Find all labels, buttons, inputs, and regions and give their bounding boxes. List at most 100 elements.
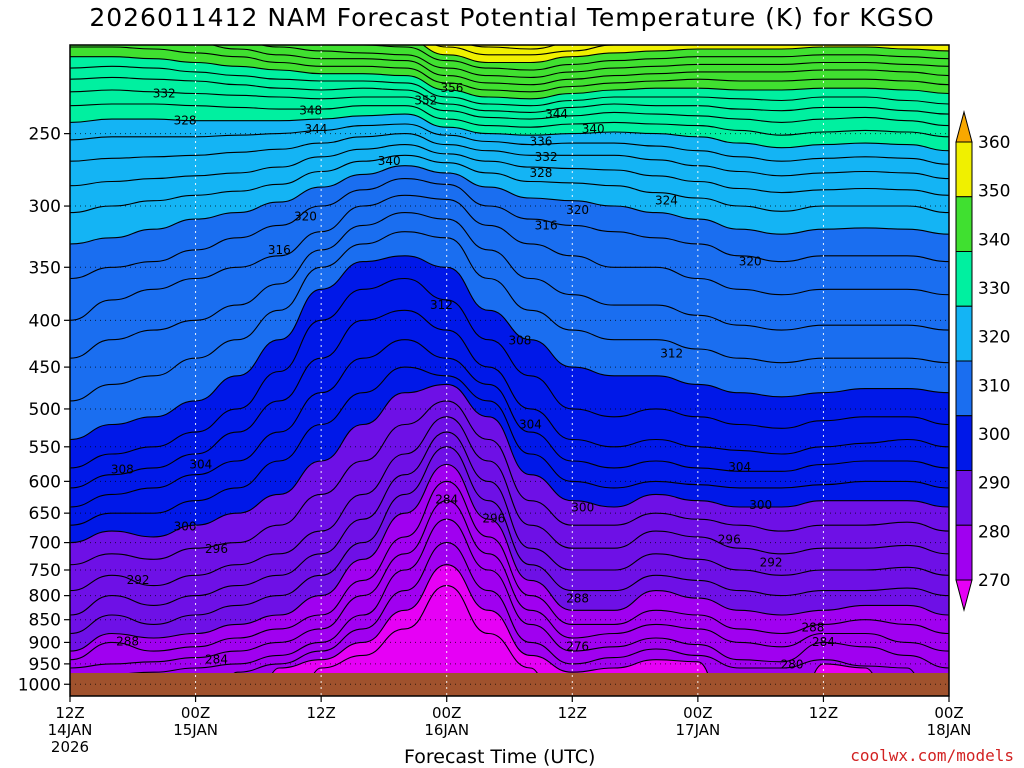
isentrope-306 [70, 309, 949, 489]
isentrope-338 [70, 65, 949, 107]
fill-theta-356 [70, 0, 949, 41]
isentrope-300 [70, 383, 949, 544]
isentrope-308 [70, 277, 949, 469]
x-tick-label-0-2: 2026 [51, 738, 89, 756]
isentrope-278 [305, 585, 546, 696]
isentrope-348 [347, 45, 949, 71]
contour-label-23: 304 [189, 457, 212, 471]
contour-label-14: 320 [566, 203, 589, 217]
contour-label-31: 276 [566, 639, 589, 653]
isentrope-310 [70, 255, 949, 441]
colorbar-label-340: 340 [978, 230, 1010, 250]
colorbar-label-300: 300 [978, 425, 1010, 445]
x-tick-label-84-1: 18JAN [927, 721, 972, 739]
colorbar-label-310: 310 [978, 376, 1010, 396]
y-tick-label-450: 450 [29, 358, 61, 378]
isentrope-320 [70, 165, 949, 245]
y-tick-label-1000: 1000 [18, 675, 61, 695]
contour-label-18: 312 [430, 298, 453, 312]
contour-label-27: 284 [435, 492, 458, 506]
y-tick-label-950: 950 [29, 655, 61, 675]
isentrope-354 [469, 45, 558, 50]
colorbar-band-8 [955, 141, 973, 198]
contour-label-7: 352 [414, 94, 437, 108]
isentrope-346 [259, 45, 949, 78]
theta-fill-layer [70, 0, 949, 696]
fill-theta-352 [435, 45, 615, 55]
y-tick-label-650: 650 [29, 504, 61, 524]
colorbar-label-290: 290 [978, 474, 1010, 494]
contour-label-38: 280 [781, 658, 804, 672]
isentrope-324 [70, 144, 949, 196]
x-tick-label-0-0: 12Z [55, 704, 84, 722]
isentrope-318 [70, 178, 949, 280]
isentrope-298 [70, 400, 949, 566]
contour-label-28: 296 [482, 512, 505, 526]
contour-label-17: 320 [739, 255, 762, 269]
colorbar-band-1 [955, 524, 973, 581]
isentrope-342 [70, 46, 949, 93]
colorbar: 270 280 290 300 310 320 330 340 350 360 [955, 110, 1010, 612]
isentrope-288 [70, 480, 949, 661]
y-tick-label-850: 850 [29, 611, 61, 631]
y-tick-label-750: 750 [29, 561, 61, 581]
isentrope-332 [70, 103, 949, 138]
colorbar-label-360: 360 [978, 133, 1010, 153]
contour-label-35: 292 [760, 556, 783, 570]
contour-label-8: 356 [440, 81, 463, 95]
contour-label-1: 328 [174, 114, 197, 128]
contour-label-37: 284 [812, 635, 835, 649]
contour-label-34: 296 [718, 533, 741, 547]
fill-theta-354 [471, 45, 556, 49]
x-tick-label-72-0: 12Z [809, 704, 838, 722]
isentrope-292 [70, 446, 949, 635]
x-tick-label-60-1: 17JAN [675, 721, 720, 739]
x-tick-label-60-0: 00Z [683, 704, 712, 722]
isentrope-322 [70, 154, 949, 214]
isentrope-326 [70, 133, 949, 180]
contour-label-29: 300 [571, 501, 594, 515]
contour-label-9: 344 [545, 107, 568, 121]
isentrope-336 [70, 76, 949, 115]
ground-surface [70, 673, 949, 696]
colorbar-band-3 [955, 415, 973, 471]
colorbar-extend-bottom [955, 579, 973, 612]
grid-layer [70, 45, 949, 696]
isentrope-286 [70, 500, 949, 669]
contour-label-3: 316 [268, 243, 291, 257]
contour-label-26: 292 [127, 573, 150, 587]
contour-label-40: 284 [205, 653, 228, 667]
x-tick-label-12-1: 15JAN [173, 721, 218, 739]
contour-label-4: 348 [299, 104, 322, 118]
isentrope-356 [70, 0, 949, 41]
isentrope-316 [70, 194, 949, 321]
colorbar-band-4 [955, 360, 973, 417]
contour-label-5: 344 [304, 122, 327, 136]
y-tick-label-400: 400 [29, 311, 61, 331]
contour-label-21: 304 [519, 418, 542, 432]
colorbar-band-5 [955, 305, 973, 362]
isentrope-282 [222, 542, 923, 696]
isentrope-304 [70, 339, 949, 508]
colorbar-label-270: 270 [978, 571, 1010, 591]
contour-label-12: 332 [535, 150, 558, 164]
credit-text[interactable]: coolwx.com/models [850, 746, 1014, 765]
x-tick-label-48-0: 12Z [558, 704, 587, 722]
isentrope-350 [422, 45, 949, 64]
contour-label-33: 300 [749, 498, 772, 512]
colorbar-band-7 [955, 196, 973, 252]
isentrope-358 [70, 0, 949, 33]
y-tick-label-550: 550 [29, 438, 61, 458]
isentrope-294 [70, 431, 949, 616]
y-tick-label-600: 600 [29, 472, 61, 492]
chart-title: 2026011412 NAM Forecast Potential Temper… [89, 3, 935, 32]
colorbar-band-6 [955, 251, 973, 307]
contour-label-0: 332 [153, 87, 176, 101]
y-tick-label-250: 250 [29, 125, 61, 145]
contour-label-11: 336 [529, 134, 552, 148]
isentrope-352 [434, 45, 630, 56]
y-tick-label-900: 900 [29, 633, 61, 653]
